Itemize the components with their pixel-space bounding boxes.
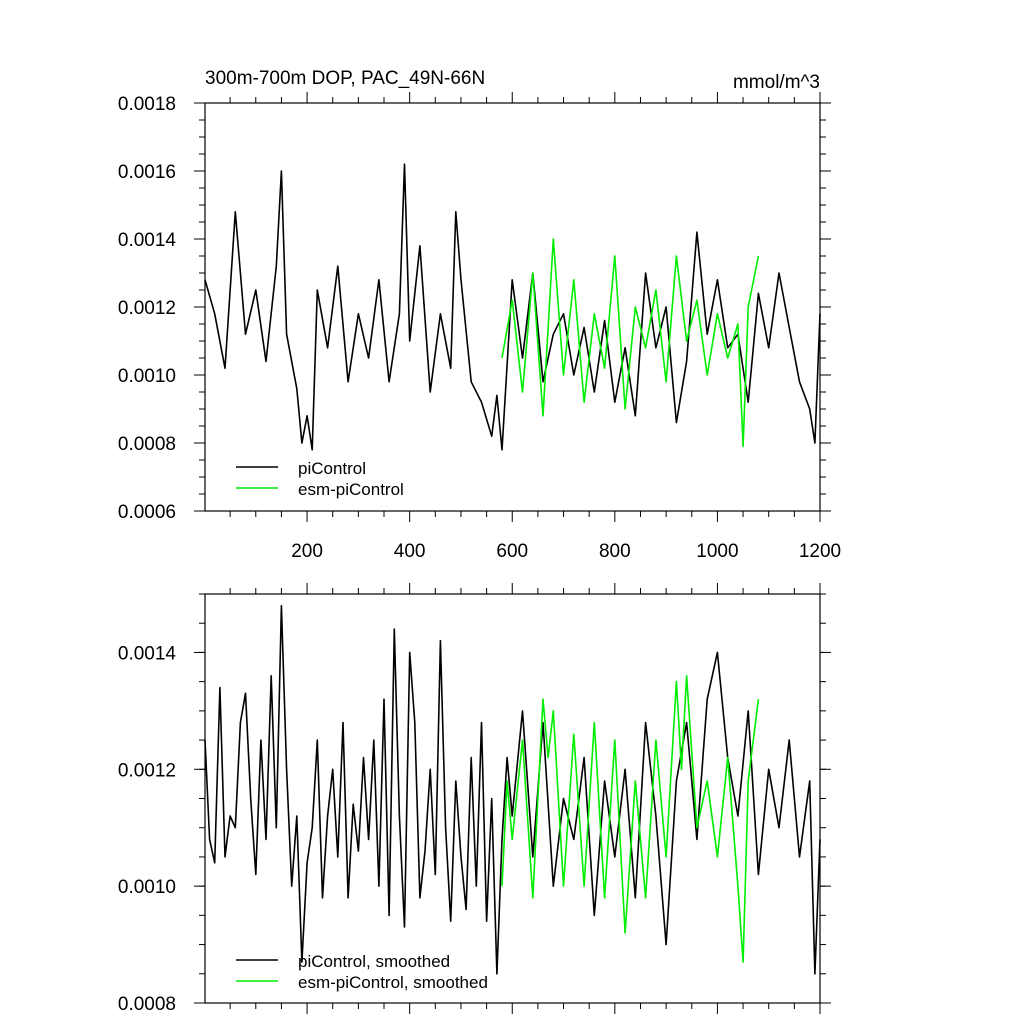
x-tick-label: 600 [496,541,528,562]
plot-frame [204,593,821,1004]
series-line-esm-picontrol [501,674,760,963]
y-tick-label: 0.0010 [118,366,176,387]
y-tick-label: 0.0010 [118,877,176,898]
y-tick-label: 0.0012 [118,760,176,781]
y-tick-label: 0.0016 [118,162,176,183]
legend-label: piControl [298,459,366,478]
y-tick-label: 0.0008 [118,434,176,455]
y-tick-label: 0.0012 [118,298,176,319]
y-tick-label: 0.0018 [118,94,176,115]
y-tick-label: 0.0014 [118,643,177,664]
x-tick-label: 400 [394,541,426,562]
chart-panel-top: 300m-700m DOP, PAC_49N-66N mmol/m^3 200 4… [118,68,841,562]
x-tick-label: 1000 [696,541,738,562]
legend-label: esm-piControl [298,480,404,499]
y-tick-label: 0.0008 [118,994,176,1015]
x-tick-label: 200 [291,541,323,562]
y-tick-label: 0.0006 [118,502,176,523]
series-line-picontrol [204,604,821,975]
chart-units: mmol/m^3 [733,72,820,93]
y-tick-label: 0.0014 [118,230,177,251]
series-line-picontrol [204,163,821,451]
chart-title: 300m-700m DOP, PAC_49N-66N [205,68,485,89]
chart-panel-bottom: 0.0008 0.0010 0.0012 0.0014 piControl, smoot… [118,583,831,1015]
legend-label: piControl, smoothed [298,952,450,971]
series-line-esm-picontrol [501,238,760,448]
plot-content: 0.0008 0.0010 0.0012 0.0014 piControl, smoot… [118,583,831,1015]
x-tick-label: 1200 [799,541,841,562]
plot-content: 200 400 600 800 1000 1200 0.0006 0.0008 0.0010 0.… [118,92,841,562]
x-tick-label: 800 [599,541,631,562]
legend-label: esm-piControl, smoothed [298,973,488,992]
